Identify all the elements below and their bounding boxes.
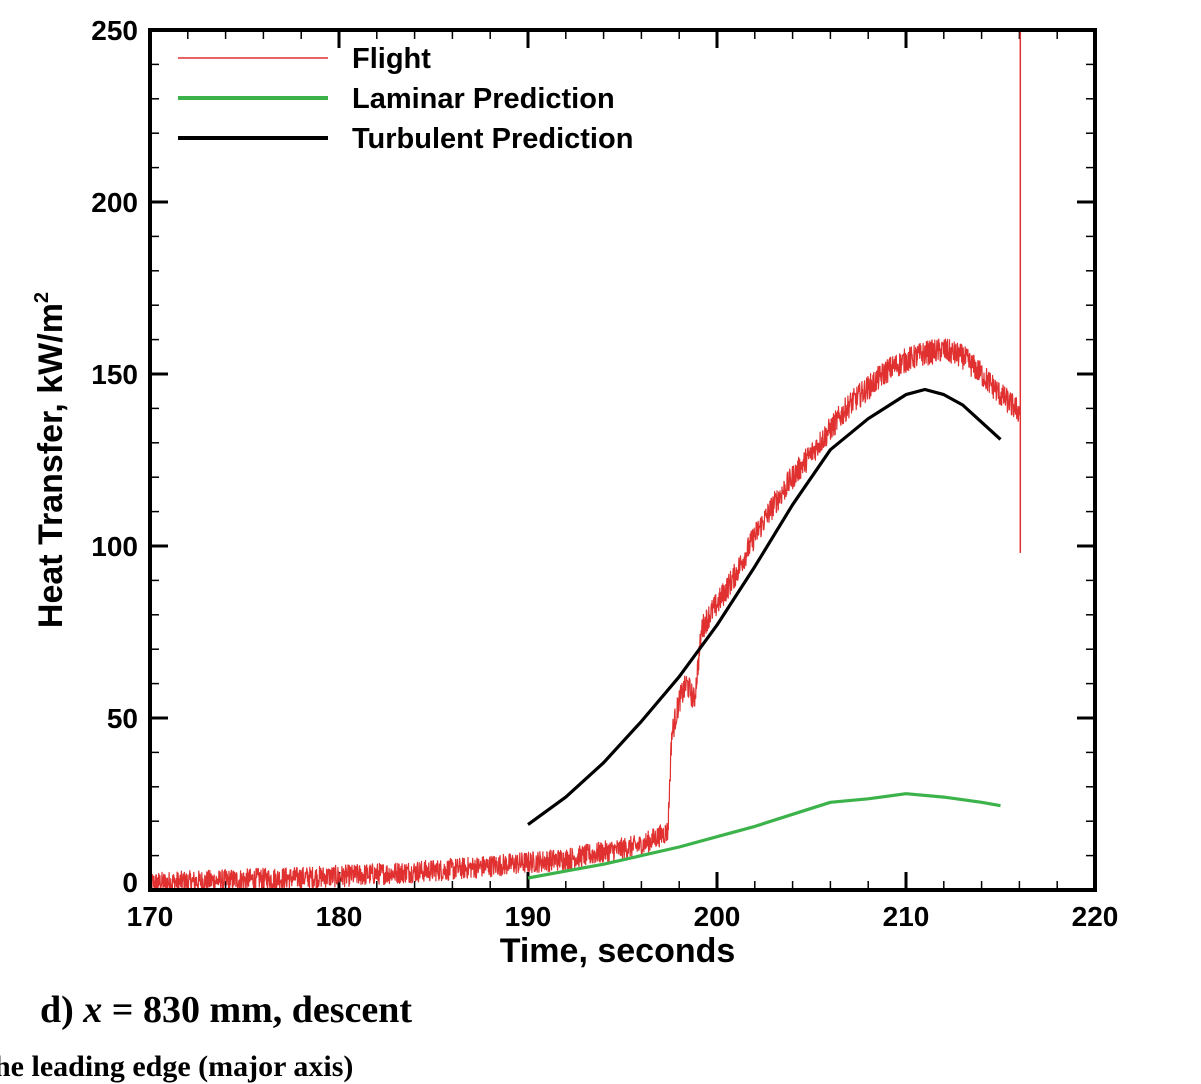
x-axis-title: Time, seconds <box>500 932 736 970</box>
caption-variable: x <box>83 989 103 1031</box>
x-tick-label: 200 <box>694 901 741 932</box>
y-axis-title-superscript: 2 <box>31 292 53 303</box>
y-tick-label: 200 <box>91 187 138 218</box>
series-line-turbulent-prediction <box>527 387 1002 826</box>
tick-labels: 170 180 190 200 210 220 0 50 100 150 200 250 <box>91 15 1118 932</box>
y-tick-label: 0 <box>122 867 138 898</box>
figure-caption: d) x = 830 mm, descent <box>40 988 412 1032</box>
x-tick-label: 170 <box>127 901 174 932</box>
series-group <box>149 30 1022 891</box>
y-tick-label: 50 <box>107 703 138 734</box>
y-axis-title-text: Heat Transfer, kW/m <box>32 303 70 628</box>
y-tick-label: 100 <box>91 531 138 562</box>
y-tick-label: 150 <box>91 359 138 390</box>
legend: Flight Laminar Prediction Turbulent Predic… <box>178 43 633 155</box>
caption-text: = 830 mm, descent <box>102 989 413 1031</box>
x-tick-label: 210 <box>883 901 930 932</box>
x-tick-label: 190 <box>505 901 552 932</box>
series-line-flight <box>149 338 1020 891</box>
plot-frame <box>148 28 1097 892</box>
x-tick-label: 180 <box>316 901 363 932</box>
legend-label: Laminar Prediction <box>352 83 615 115</box>
x-tick-label: 220 <box>1072 901 1119 932</box>
figure-caption-cut: he leading edge (major axis) <box>0 1050 354 1083</box>
legend-label: Flight <box>352 43 431 75</box>
series-line-laminar-prediction <box>527 792 1001 880</box>
caption-prefix: d) <box>40 989 84 1031</box>
y-axis-title: Heat Transfer, kW/m2 <box>31 292 70 628</box>
y-tick-label: 250 <box>91 15 138 46</box>
chart: 170 180 190 200 210 220 0 50 100 150 200 250 Flight… <box>31 15 1118 970</box>
axis-ticks <box>148 28 1097 892</box>
legend-label: Turbulent Prediction <box>352 123 633 155</box>
